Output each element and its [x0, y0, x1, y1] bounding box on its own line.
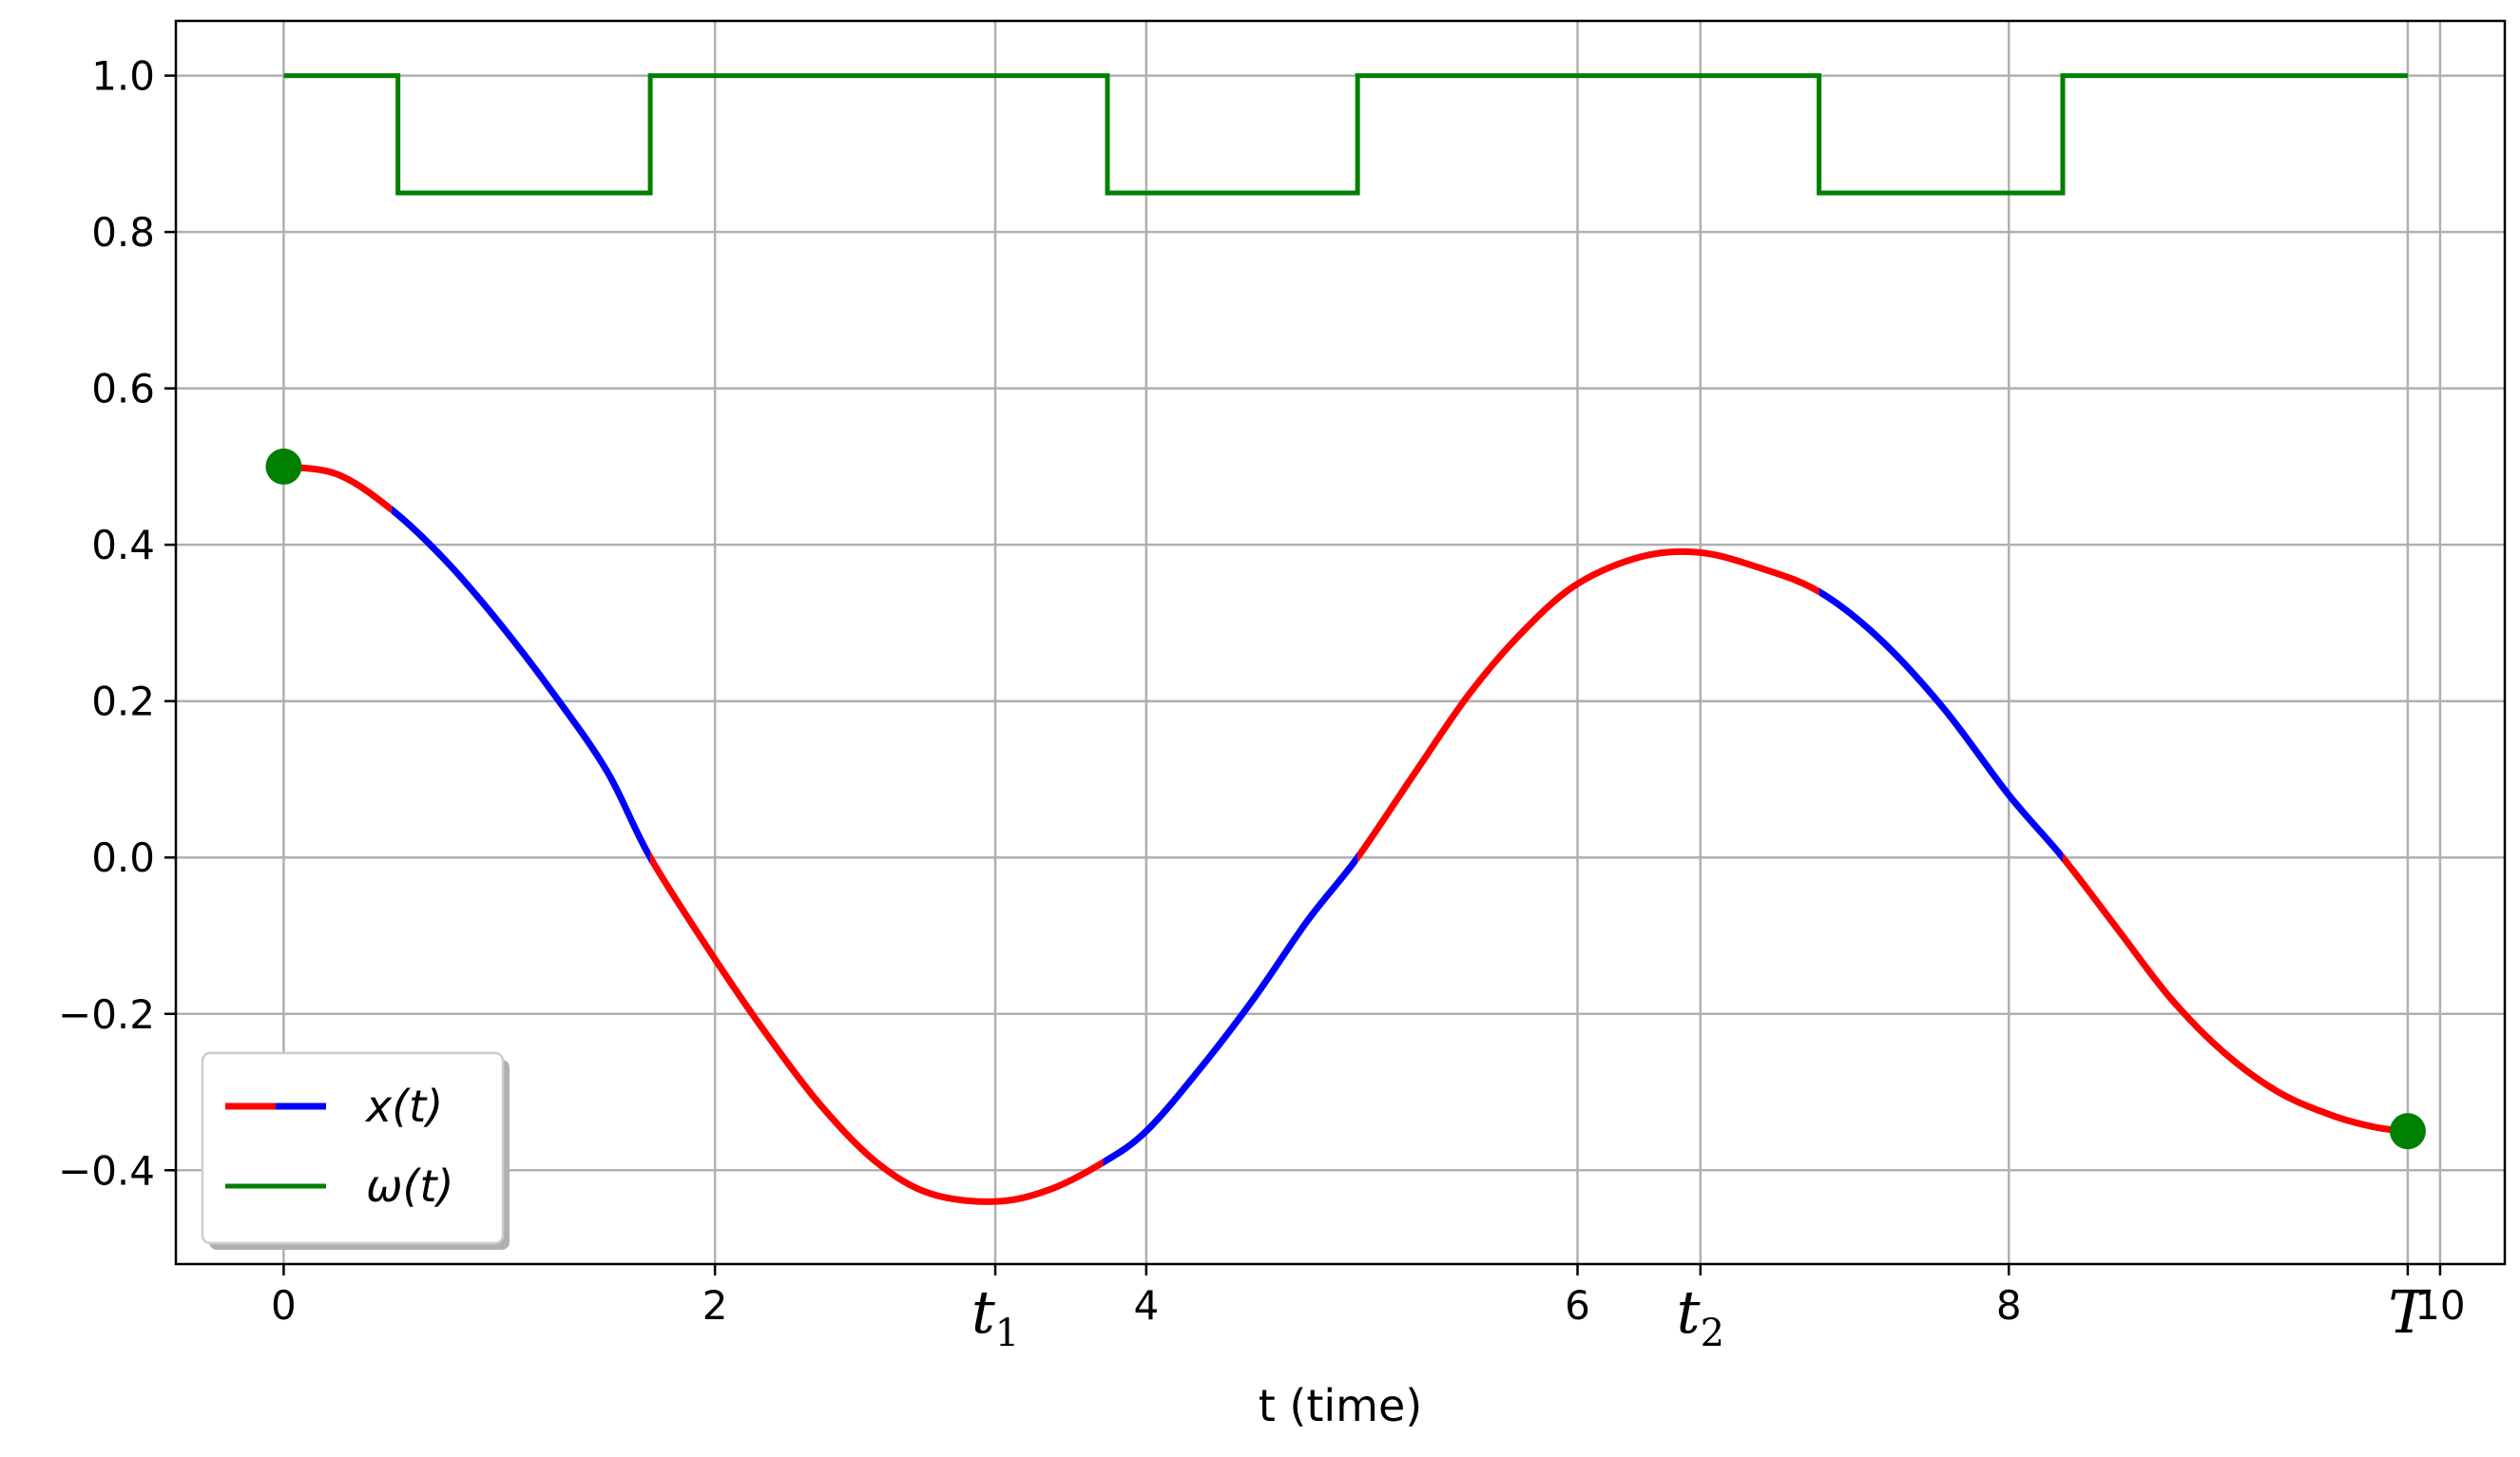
y-tick-label: 0.0: [91, 834, 155, 881]
legend: x(t) ω(t): [201, 1051, 510, 1250]
x-tick-label: 8: [1996, 1282, 2022, 1329]
y-tick-label: 0.2: [91, 679, 155, 725]
special-tick-label: T: [2388, 1277, 2432, 1347]
x-tick-label: 10: [2414, 1282, 2465, 1329]
special-tick-symbol: t: [971, 1277, 995, 1347]
y-tick-label: 0.4: [91, 522, 155, 568]
special-tick-symbol: T: [2388, 1277, 2432, 1347]
x-tick-label: 2: [702, 1282, 728, 1329]
y-tick-label: 0.8: [91, 209, 155, 256]
special-tick-label: t2: [1677, 1277, 1724, 1355]
special-tick-subscript: 2: [1701, 1312, 1724, 1355]
y-tick-label: −0.4: [58, 1147, 155, 1194]
y-tick-label: 0.6: [91, 366, 155, 412]
special-tick-label: t1: [971, 1277, 1019, 1355]
omega-series-line: [283, 73, 2408, 196]
y-tick-label: 1.0: [91, 53, 155, 100]
x-series-segment: [2062, 852, 2408, 1135]
x-tick-label: 0: [271, 1282, 297, 1329]
x-series-segment: [391, 505, 651, 865]
x-series-segment: [650, 851, 1104, 1205]
plot-frame: [174, 19, 2507, 1266]
x-tick-label: 6: [1565, 1282, 1590, 1329]
x-series-segment: [1357, 547, 1819, 864]
x-endpoint-marker: [265, 448, 302, 485]
x-series-segment: [283, 463, 392, 514]
legend-label-x: x(t): [364, 1081, 443, 1132]
x-tick-label: 4: [1133, 1282, 1159, 1329]
legend-label-omega: ω(t): [366, 1160, 453, 1212]
grid: [176, 21, 2505, 1264]
special-tick-subscript: 1: [995, 1312, 1019, 1355]
x-series-segment: [1818, 587, 2063, 863]
legend-box: [201, 1051, 505, 1245]
x-series-segment: [1103, 852, 1358, 1167]
plot-area: [265, 73, 2426, 1205]
special-tick-symbol: t: [1677, 1277, 1701, 1347]
x-endpoint-marker: [2389, 1113, 2426, 1150]
x-axis-label: t (time): [1259, 1380, 1422, 1431]
y-tick-label: −0.2: [58, 991, 155, 1038]
